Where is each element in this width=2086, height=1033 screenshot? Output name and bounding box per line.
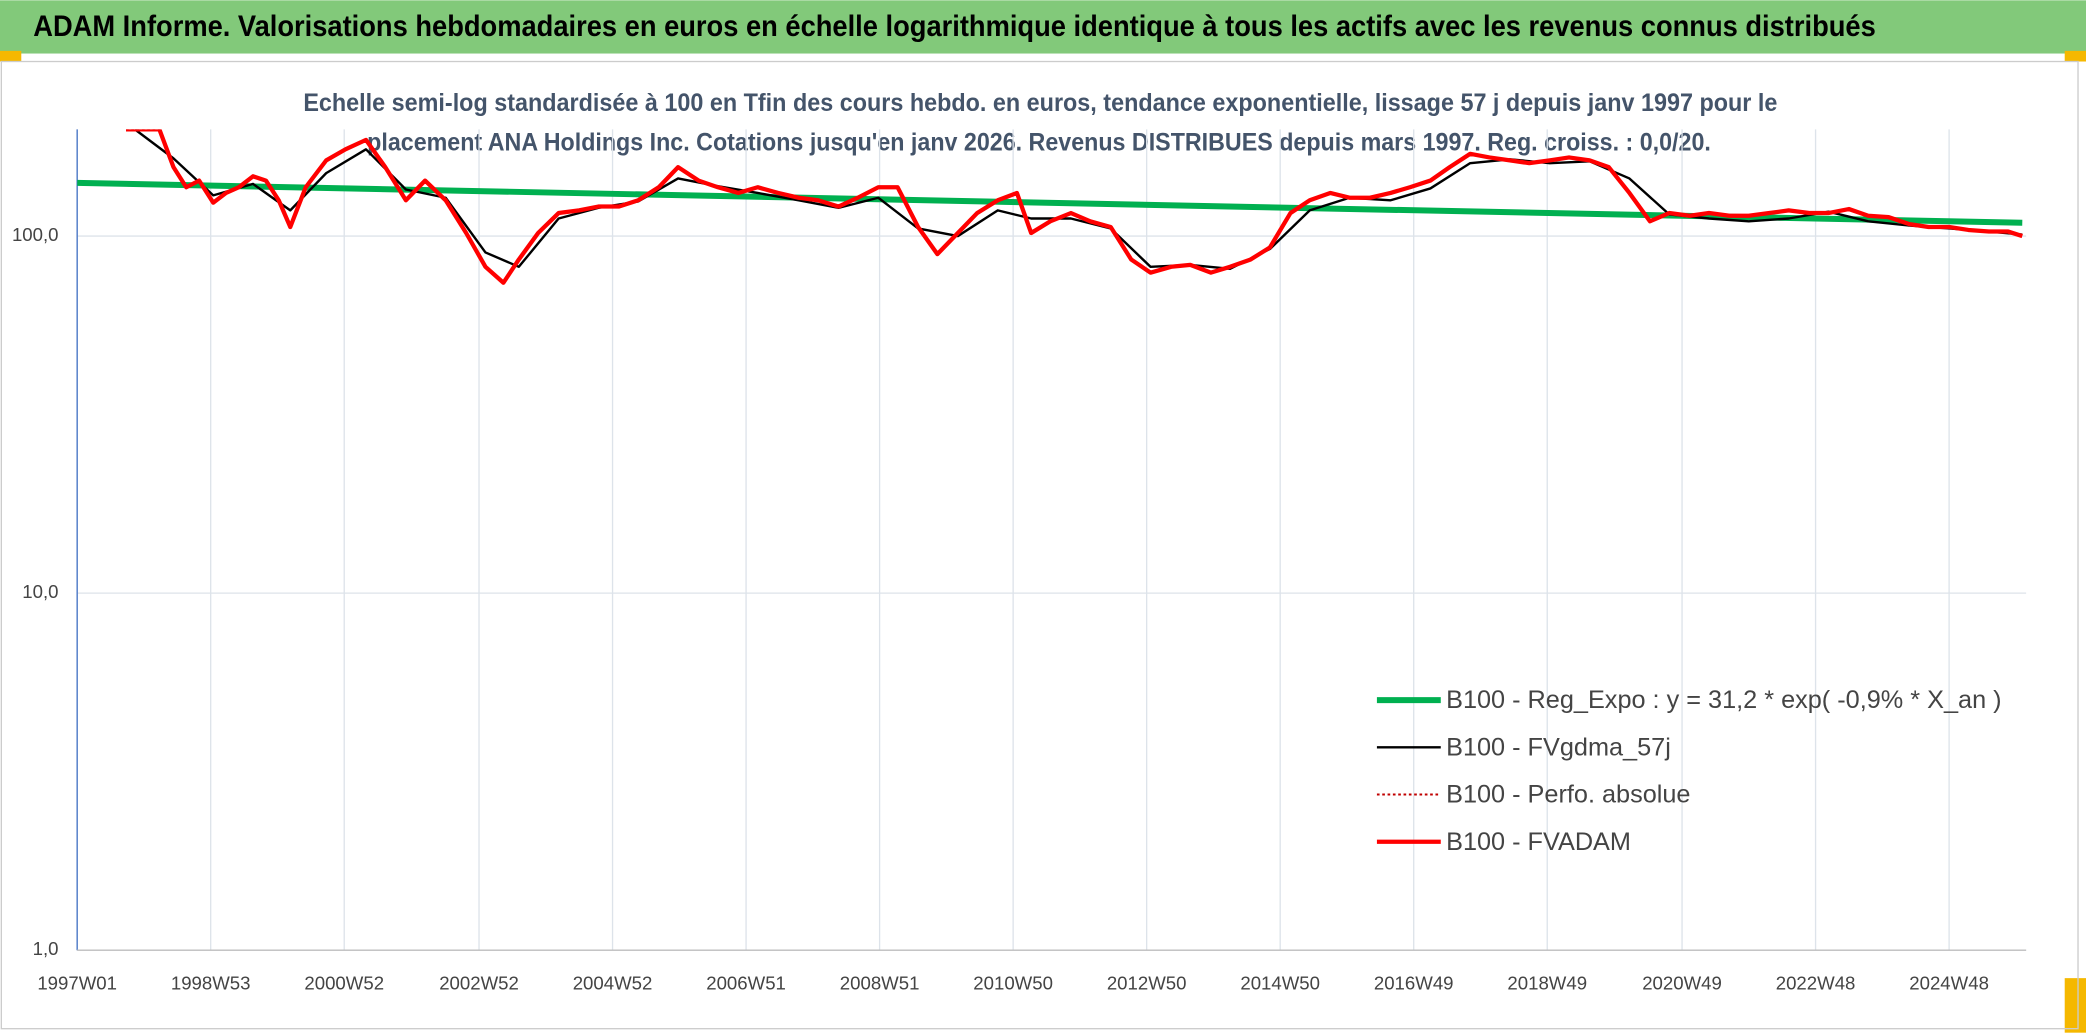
chart-subtitle: placement ANA Holdings Inc. Cotations ju…: [367, 129, 1711, 157]
x-tick-label: 2008W51: [840, 973, 920, 994]
x-tick-label: 1998W53: [171, 973, 251, 994]
chart-subtitle: Echelle semi-log standardisée à 100 en T…: [303, 89, 1777, 117]
x-tick-label: 2012W50: [1107, 973, 1187, 994]
x-tick-label: 2020W49: [1642, 973, 1722, 994]
corner-mark: [0, 50, 22, 62]
x-tick-label: 2000W52: [304, 973, 384, 994]
corner-mark: [2064, 50, 2086, 62]
x-tick-label: 1997W01: [37, 973, 117, 994]
legend-label: B100 - FVgdma_57j: [1446, 733, 1671, 761]
legend-label: B100 - FVADAM: [1446, 828, 1631, 856]
x-tick-label: 2022W48: [1776, 973, 1856, 994]
y-tick-label: 10,0: [22, 581, 58, 602]
series-line: [125, 129, 2023, 285]
x-tick-label: 2018W49: [1507, 973, 1587, 994]
legend-label: B100 - Perfo. absolue: [1446, 781, 1690, 809]
x-tick-label: 2016W49: [1374, 973, 1454, 994]
y-tick-label: 1,0: [33, 938, 59, 959]
title-bar: [0, 0, 2086, 54]
chart-title: ADAM Informe. Valorisations hebdomadaire…: [33, 11, 1876, 43]
legend-label: B100 - Reg_Expo : y = 31,2 * exp( -0,9% …: [1446, 686, 2001, 714]
x-tick-label: 2006W51: [706, 973, 786, 994]
chart-border: [0, 60, 2079, 1030]
corner-mark: [2064, 978, 2086, 1033]
x-tick-label: 2024W48: [1909, 973, 1989, 994]
y-tick-label: 100,0: [12, 224, 59, 245]
x-tick-label: 2002W52: [439, 973, 519, 994]
x-tick-label: 2010W50: [973, 973, 1053, 994]
x-tick-label: 2014W50: [1240, 973, 1320, 994]
x-tick-label: 2004W52: [573, 973, 653, 994]
plot-area: 1997W01 1998W53 2000W52 2002W52 2004W52 2006W…: [12, 129, 2027, 994]
